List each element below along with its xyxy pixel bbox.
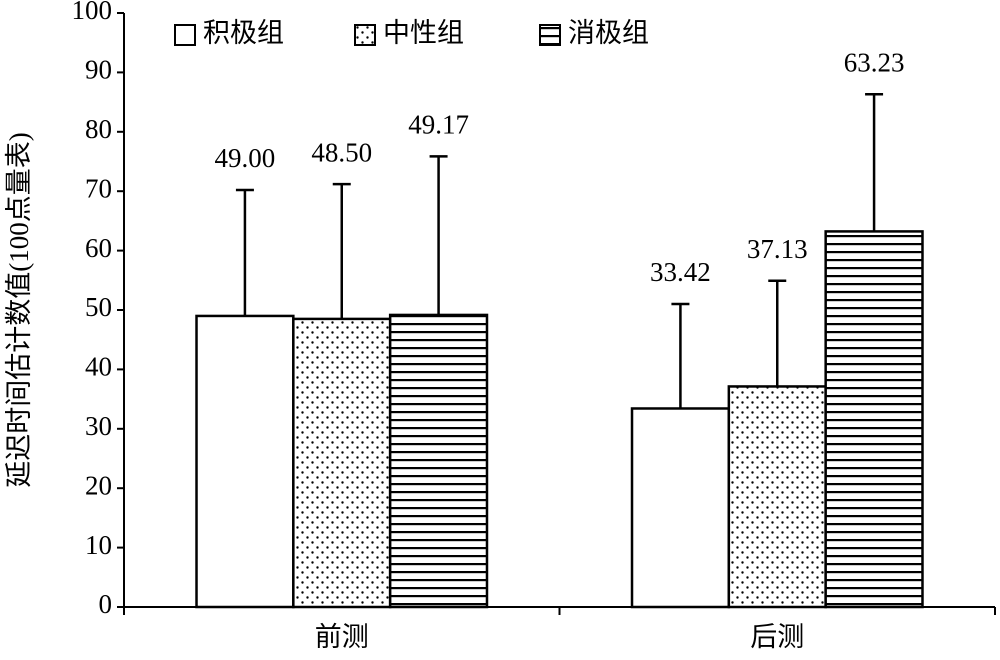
y-tick-label: 100 bbox=[72, 0, 113, 25]
y-tick-label: 80 bbox=[85, 114, 112, 144]
bar bbox=[292, 317, 392, 609]
y-tick-label: 50 bbox=[85, 292, 112, 322]
value-label: 49.00 bbox=[215, 143, 276, 173]
legend-swatch bbox=[539, 24, 561, 46]
legend-swatch bbox=[354, 24, 376, 46]
y-tick-label: 20 bbox=[85, 470, 112, 500]
legend-label: 消极组 bbox=[568, 18, 649, 48]
y-tick-label: 40 bbox=[85, 352, 112, 382]
error-bar bbox=[332, 182, 351, 319]
error-bar bbox=[768, 279, 787, 387]
bar bbox=[195, 314, 295, 609]
x-tick-label: 前测 bbox=[315, 622, 369, 652]
bar bbox=[824, 230, 924, 609]
bar bbox=[630, 407, 731, 609]
y-tick-label: 0 bbox=[99, 589, 113, 619]
value-label: 63.23 bbox=[844, 47, 905, 77]
y-axis-label: 延迟时间估计数值(100点量表) bbox=[4, 132, 34, 487]
value-label: 48.50 bbox=[311, 137, 372, 167]
y-tick-label: 90 bbox=[85, 55, 112, 85]
y-tick-label: 60 bbox=[85, 233, 112, 263]
y-tick-label: 70 bbox=[85, 173, 112, 203]
error-bar bbox=[865, 92, 884, 232]
error-bar bbox=[235, 188, 254, 316]
y-tick-label: 30 bbox=[85, 411, 112, 441]
legend-swatch bbox=[174, 24, 196, 46]
legend-label: 积极组 bbox=[203, 18, 284, 48]
value-label: 33.42 bbox=[650, 257, 711, 287]
x-tick-label: 后测 bbox=[750, 622, 804, 652]
bar bbox=[727, 385, 827, 609]
legend-label: 中性组 bbox=[383, 18, 464, 48]
error-bar bbox=[429, 155, 448, 315]
value-label: 37.13 bbox=[747, 234, 808, 264]
y-tick-label: 10 bbox=[85, 530, 112, 560]
bar bbox=[388, 313, 489, 609]
error-bar bbox=[671, 302, 690, 409]
value-label: 49.17 bbox=[408, 110, 469, 140]
